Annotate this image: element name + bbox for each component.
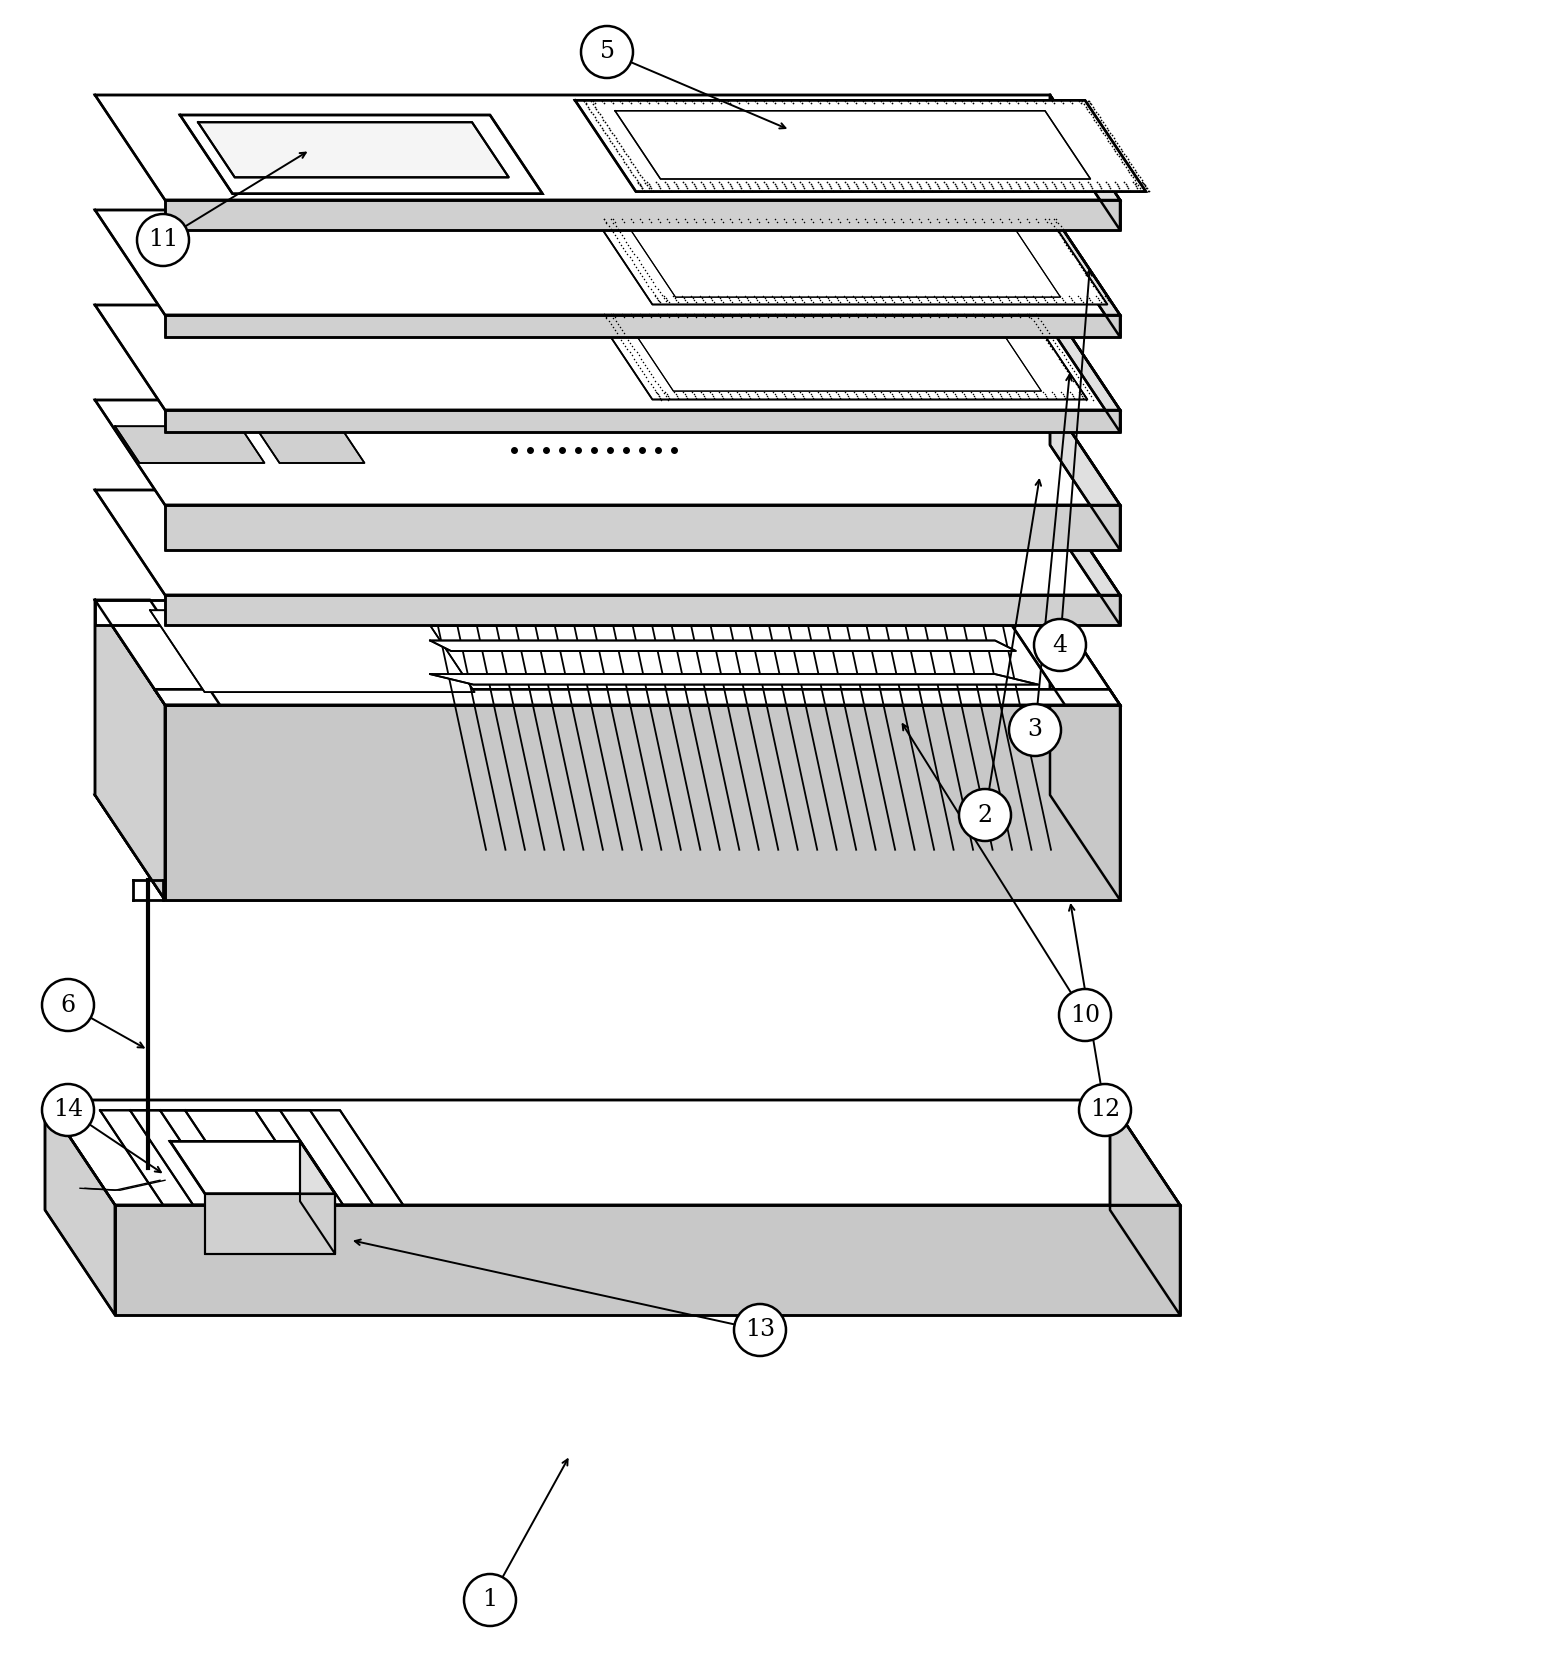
Polygon shape [115,426,265,463]
Text: 1: 1 [482,1589,498,1611]
Polygon shape [1111,1101,1179,1316]
Polygon shape [576,101,1147,191]
Text: 11: 11 [148,228,178,252]
Polygon shape [150,611,474,691]
Polygon shape [95,399,1120,505]
Circle shape [42,978,94,1030]
Polygon shape [594,314,1087,399]
Text: 2: 2 [978,804,992,827]
Text: 12: 12 [1090,1099,1120,1121]
Polygon shape [1050,399,1120,550]
Polygon shape [95,795,1120,899]
Polygon shape [594,218,1108,304]
Polygon shape [254,426,365,463]
Circle shape [42,1084,94,1136]
Polygon shape [186,1111,318,1205]
Polygon shape [615,111,1090,180]
Polygon shape [161,1111,343,1205]
Polygon shape [1050,210,1120,337]
Text: 13: 13 [746,1319,775,1341]
Text: 3: 3 [1028,718,1042,742]
Polygon shape [630,326,1042,391]
Polygon shape [1050,490,1120,624]
Polygon shape [129,1111,373,1205]
Polygon shape [995,601,1120,705]
Polygon shape [630,228,1061,297]
Polygon shape [115,1205,1179,1316]
Polygon shape [431,641,1016,651]
Polygon shape [170,1141,335,1193]
Polygon shape [95,601,165,899]
Polygon shape [95,305,1120,409]
Text: 4: 4 [1053,634,1067,656]
Polygon shape [165,409,1120,431]
Circle shape [959,789,1011,841]
Polygon shape [165,315,1120,337]
Circle shape [1034,619,1086,671]
Polygon shape [1050,601,1120,899]
Polygon shape [179,116,543,193]
Polygon shape [431,675,1039,685]
Polygon shape [165,505,1120,550]
Circle shape [580,25,633,77]
Circle shape [1009,705,1061,757]
Polygon shape [204,1193,335,1253]
Polygon shape [198,122,509,178]
Polygon shape [300,1141,335,1253]
Circle shape [463,1574,516,1626]
Polygon shape [1050,96,1120,230]
Polygon shape [1050,305,1120,431]
Text: 6: 6 [61,993,75,1017]
Polygon shape [165,200,1120,230]
Text: 14: 14 [53,1099,83,1121]
Polygon shape [100,1111,402,1205]
Polygon shape [95,210,1120,315]
Polygon shape [165,705,1120,899]
Polygon shape [45,1101,115,1316]
Polygon shape [45,1101,1179,1205]
Text: 10: 10 [1070,1003,1100,1027]
Circle shape [1059,988,1111,1040]
Circle shape [1080,1084,1131,1136]
Circle shape [137,215,189,267]
Polygon shape [95,601,220,705]
Polygon shape [154,690,1120,705]
Circle shape [735,1304,786,1356]
Polygon shape [95,601,1050,624]
Polygon shape [95,96,1120,200]
Text: 5: 5 [599,40,615,64]
Polygon shape [165,596,1120,624]
Polygon shape [95,490,1120,596]
